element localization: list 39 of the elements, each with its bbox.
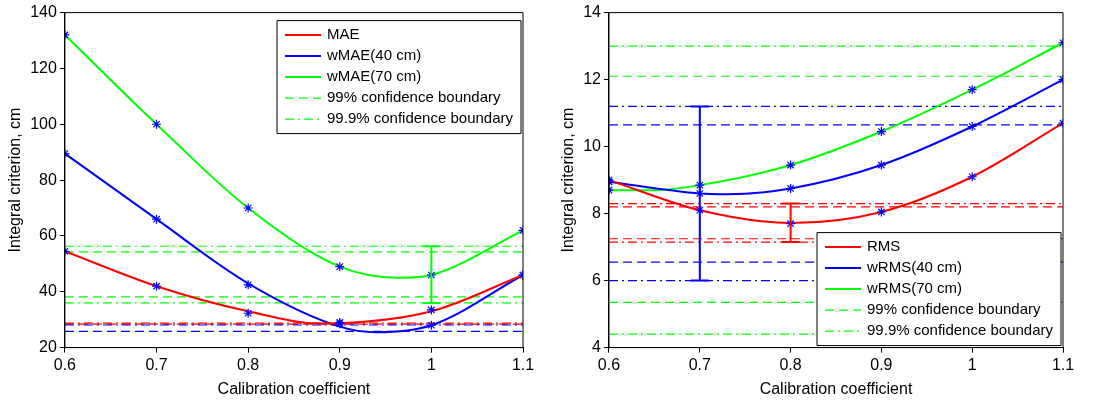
legend-label: RMS (867, 237, 901, 255)
y-axis-title: Integral criterion, cm (559, 107, 577, 253)
x-tick-label: 0.6 (597, 355, 621, 373)
legend-label: 99.9% confidence boundary (327, 109, 514, 127)
x-axis-title: Calibration coefficient (217, 379, 371, 397)
legend-label: wRMS(70 cm) (866, 279, 963, 297)
y-tick-label: 80 (39, 170, 57, 188)
y-tick-label: 40 (39, 282, 57, 300)
x-tick-label: 0.6 (53, 355, 77, 373)
y-tick-label: 14 (583, 3, 602, 21)
x-tick-label: 0.9 (328, 355, 351, 373)
legend-label: MAE (327, 25, 360, 43)
y-tick-label: 12 (583, 70, 602, 88)
x-tick-label: 1.1 (511, 355, 535, 373)
legend-label: 99.9% confidence boundary (867, 321, 1054, 339)
x-tick-label: 0.7 (145, 355, 168, 373)
y-tick-label: 120 (30, 58, 57, 76)
legend-label: 99% confidence boundary (867, 300, 1041, 318)
x-axis-title: Calibration coefficient (759, 379, 913, 397)
y-tick-label: 60 (39, 226, 57, 244)
legend-label: 99% confidence boundary (327, 88, 501, 106)
y-tick-label: 10 (583, 137, 602, 155)
y-tick-label: 6 (592, 271, 602, 289)
x-tick-label: 0.7 (688, 355, 712, 373)
y-axis-title: Integral criterion, cm (6, 107, 24, 253)
y-tick-label: 140 (30, 3, 57, 21)
y-tick-label: 8 (592, 204, 602, 222)
x-tick-label: 1.1 (1051, 355, 1075, 373)
x-tick-label: 1 (426, 355, 436, 373)
y-tick-label: 100 (30, 114, 57, 132)
x-tick-label: 0.8 (237, 355, 260, 373)
legend-label: wMAE(40 cm) (326, 46, 422, 64)
x-tick-label: 0.8 (779, 355, 802, 373)
legend-label: wRMS(40 cm) (866, 258, 963, 276)
x-tick-label: 1 (967, 355, 977, 373)
x-tick-label: 0.9 (870, 355, 893, 373)
y-tick-label: 4 (592, 338, 602, 356)
y-tick-label: 20 (39, 338, 57, 356)
legend-label: wMAE(70 cm) (326, 67, 422, 85)
